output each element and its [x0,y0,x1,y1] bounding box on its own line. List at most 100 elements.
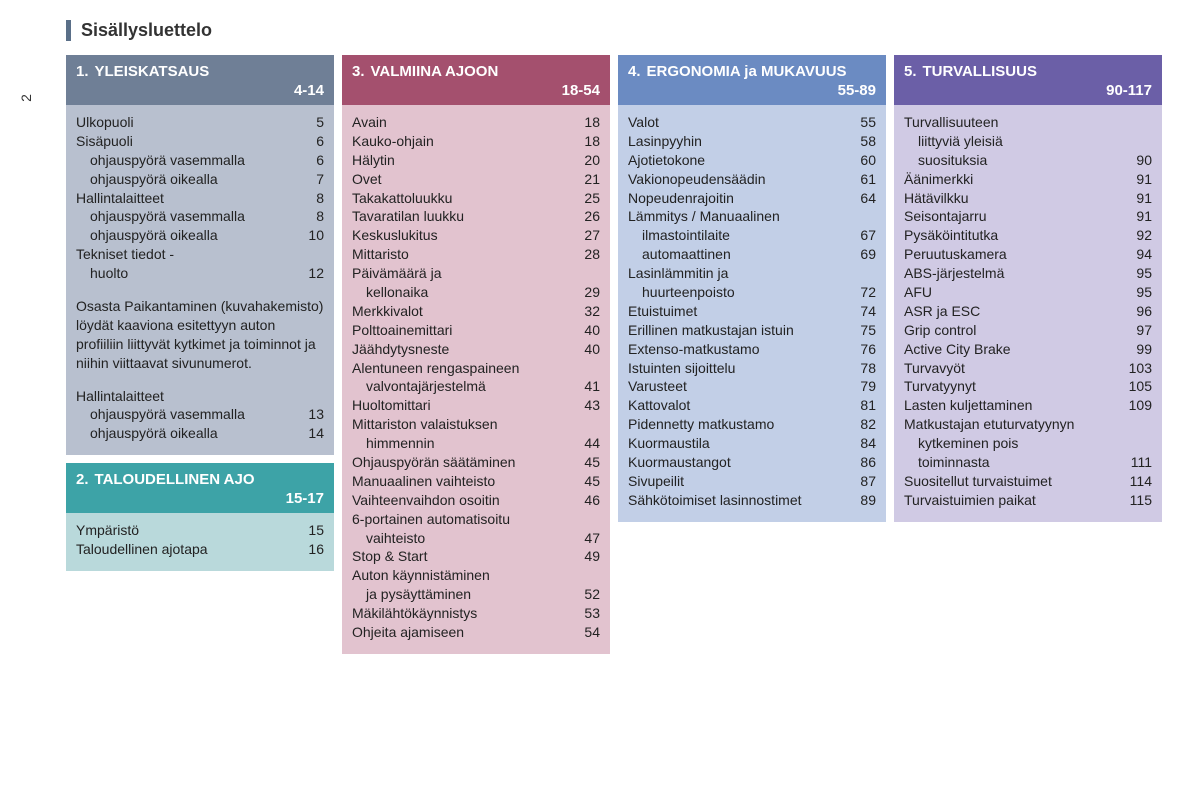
toc-entry-page: 89 [848,491,876,510]
toc-entry-page: 91 [1124,207,1152,226]
toc-entry: Varusteet79 [628,377,876,396]
page-number: 2 [18,94,34,102]
toc-entry-label: Turvallisuuteen [904,113,1124,132]
toc-entry-page: 90 [1124,151,1152,170]
toc-entry-page: 92 [1124,226,1152,245]
toc-entry-label: Alentuneen rengaspaineen [352,359,572,378]
section-5: 5. TURVALLISUUS 90-117 Turvallisuuteenli… [894,55,1162,522]
toc-entry-label: toiminnasta [918,453,1124,472]
toc-entry-label: Ohjeita ajamiseen [352,623,572,642]
toc-entry-label: Lasinlämmitin ja [628,264,848,283]
toc-entry: Extenso-matkustamo76 [628,340,876,359]
section-1: 1. YLEISKATSAUS 4-14 Ulkopuoli5Sisäpuoli… [66,55,334,455]
toc-entry-label: ABS-järjestelmä [904,264,1124,283]
toc-entry-page: 5 [296,113,324,132]
toc-subentry: himmennin44 [352,434,600,453]
toc-entry-page: 105 [1124,377,1152,396]
toc-entry-page: 26 [572,207,600,226]
toc-entry-page: 84 [848,434,876,453]
toc-entry-page: 69 [848,245,876,264]
toc-entry-label: ohjauspyörä vasemmalla [90,405,296,424]
toc-entry-page: 76 [848,340,876,359]
toc-entry-label: Vaihteenvaihdon osoitin [352,491,572,510]
toc-entry-page: 8 [296,207,324,226]
toc-entry-page: 15 [296,521,324,540]
toc-entry: Merkkivalot32 [352,302,600,321]
toc-entry: Ajotietokone60 [628,151,876,170]
toc-entry: Huoltomittari43 [352,396,600,415]
toc-entry: Päivämäärä ja [352,264,600,283]
toc-entry-page: 115 [1124,491,1152,510]
toc-entry: Etuistuimet74 [628,302,876,321]
toc-entry-page: 91 [1124,170,1152,189]
toc-entry-label: kytkeminen pois [918,434,1124,453]
toc-entry: Seisontajarru91 [904,207,1152,226]
toc-entry-page: 18 [572,132,600,151]
toc-entry-label: Jäähdytysneste [352,340,572,359]
toc-entry-page: 96 [1124,302,1152,321]
toc-entry: Avain18 [352,113,600,132]
toc-entry-page: 45 [572,453,600,472]
toc-entry-label: ohjauspyörä oikealla [90,226,296,245]
section-1-body: Ulkopuoli5Sisäpuoli6 ohjauspyörä vasemmal… [66,105,334,455]
section-2-header: 2. TALOUDELLINEN AJO 15-17 [66,463,334,513]
toc-entry: Ulkopuoli5 [76,113,324,132]
toc-entry: Turvatyynyt105 [904,377,1152,396]
section-2: 2. TALOUDELLINEN AJO 15-17 Ympäristö15Ta… [66,463,334,571]
toc-entry-page: 27 [572,226,600,245]
toc-entry-label: Pidennetty matkustamo [628,415,848,434]
toc-entry-label: Pysäköintitutka [904,226,1124,245]
toc-entry-page: 67 [848,226,876,245]
toc-subentry: ohjauspyörä vasemmalla13 [76,405,324,424]
toc-entry-label: ASR ja ESC [904,302,1124,321]
toc-subentry: ohjauspyörä oikealla14 [76,424,324,443]
toc-entry-label: Takakattoluukku [352,189,572,208]
toc-entry-label: Manuaalinen vaihteisto [352,472,572,491]
section-4-body: Valot55Lasinpyyhin58Ajotietokone60Vakion… [618,105,886,522]
toc-entry-page: 41 [572,377,600,396]
toc-subentry: ohjauspyörä oikealla10 [76,226,324,245]
toc-entry-page: 91 [1124,189,1152,208]
toc-subentry: huurteenpoisto72 [628,283,876,302]
toc-entry-label: Active City Brake [904,340,1124,359]
toc-entry: Takakattoluukku25 [352,189,600,208]
toc-entry-page: 99 [1124,340,1152,359]
toc-entry-page: 20 [572,151,600,170]
toc-entry: Kuormaustila84 [628,434,876,453]
toc-entry-label: Varusteet [628,377,848,396]
toc-entry-page: 114 [1124,472,1152,491]
toc-entry-label: kellonaika [366,283,572,302]
toc-entry-label: Sähkötoimiset lasinnostimet [628,491,848,510]
toc-entry-label: ilmastointilaite [642,226,848,245]
toc-entry-page: 8 [296,189,324,208]
toc-entry-label: Hälytin [352,151,572,170]
toc-entry: Ohjauspyörän säätäminen45 [352,453,600,472]
toc-entry-label: Polttoainemittari [352,321,572,340]
toc-entry-label: huolto [90,264,296,283]
toc-entry-page: 47 [572,529,600,548]
toc-entry: Mäkilähtökäynnistys53 [352,604,600,623]
toc-entry: Sähkötoimiset lasinnostimet89 [628,491,876,510]
section-1-num: 1. [76,63,89,80]
section-3-range: 18-54 [352,82,600,99]
toc-entry-page: 109 [1124,396,1152,415]
section-5-range: 90-117 [904,82,1152,99]
section-2-num: 2. [76,471,89,488]
toc-entry-label: Merkkivalot [352,302,572,321]
toc-entry-label: suosituksia [918,151,1124,170]
toc-entry-label: Ovet [352,170,572,189]
toc-entry: Kuormaustangot86 [628,453,876,472]
toc-entry-label: Lämmitys / Manuaalinen [628,207,848,226]
toc-entry-page: 86 [848,453,876,472]
toc-entry-page: 32 [572,302,600,321]
toc-entry: Nopeudenrajoitin64 [628,189,876,208]
toc-entry-label: Vakionopeudensäädin [628,170,848,189]
toc-entry: Sisäpuoli6 [76,132,324,151]
toc-entry: Matkustajan etuturvatyynyn [904,415,1152,434]
toc-entry-label: Mittaristo [352,245,572,264]
toc-entry-label: Mäkilähtökäynnistys [352,604,572,623]
toc-entry-page: 28 [572,245,600,264]
toc-entry-label: Suositellut turvaistuimet [904,472,1124,491]
toc-subentry: huolto12 [76,264,324,283]
toc-entry-label: Valot [628,113,848,132]
